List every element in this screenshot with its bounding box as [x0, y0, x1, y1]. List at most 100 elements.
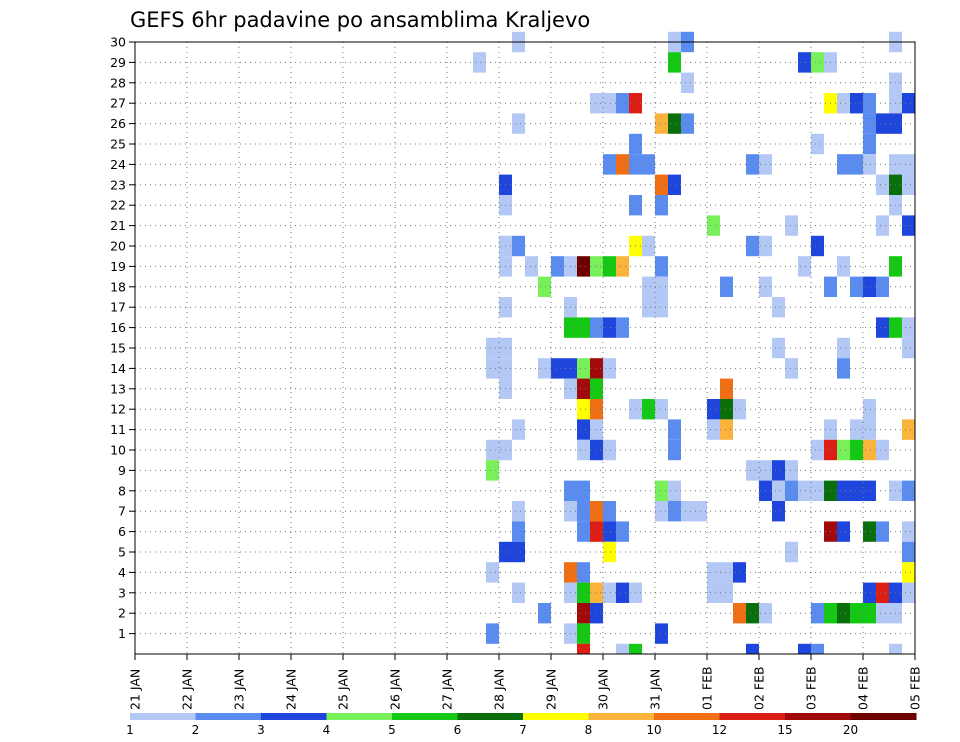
y-tick-label: 29 [110, 55, 126, 70]
x-axis-ticks: 21 JAN 22 JAN 23 JAN 24 JAN 25 JAN 26 JAN 27 J… [128, 654, 923, 710]
heatmap-cell [486, 439, 499, 461]
heatmap-cell [655, 297, 668, 318]
heatmap-cell [863, 154, 876, 175]
heatmap-cell [577, 378, 590, 399]
heatmap-cell [590, 399, 603, 420]
heatmap-cell [577, 439, 590, 461]
heatmap-cell [863, 419, 876, 440]
heatmap-cell [902, 521, 915, 542]
heatmap-cell [811, 235, 824, 257]
colorbar-label: 5 [388, 723, 396, 737]
heatmap-cell [772, 460, 785, 481]
heatmap-cell [603, 317, 616, 338]
heatmap-cell [876, 582, 889, 603]
heatmap-cell [577, 256, 590, 277]
heatmap-cell [707, 399, 720, 420]
heatmap-cell [902, 215, 915, 236]
heatmap-cell [655, 480, 668, 501]
heatmap-cell [642, 276, 655, 297]
heatmap-cell [876, 521, 889, 542]
heatmap-cell [577, 623, 590, 644]
colorbar-label: 1 [126, 723, 134, 737]
heatmap-cell [811, 133, 824, 155]
colorbar-label: 10 [646, 723, 661, 737]
heatmap-cell [863, 113, 876, 134]
heatmap-cell [876, 174, 889, 195]
heatmap-cell [655, 113, 668, 134]
colorbar-label: 4 [323, 723, 331, 737]
heatmap-cell [863, 93, 876, 114]
heatmap-cell [512, 235, 525, 257]
heatmap-cell [486, 337, 499, 359]
heatmap-cell [889, 643, 902, 654]
x-tick-label: 30 JAN [596, 669, 611, 710]
heatmap-cell [902, 154, 915, 175]
heatmap-cell [577, 582, 590, 603]
colorbar-label: 20 [843, 723, 858, 737]
heatmap-cell [902, 562, 915, 583]
heatmap-cell [590, 378, 603, 399]
heatmap-cell [902, 480, 915, 501]
heatmap-cell [668, 501, 681, 522]
y-tick-label: 13 [110, 381, 126, 396]
y-axis-ticks: 1234567891011121314151617181920212223242… [110, 35, 135, 641]
heatmap-cell [577, 501, 590, 522]
y-tick-label: 11 [110, 422, 126, 437]
heatmap-cell [577, 643, 590, 654]
heatmap-cell [655, 174, 668, 195]
heatmap-cell [876, 215, 889, 236]
heatmap-cell [590, 256, 603, 277]
y-tick-label: 15 [110, 341, 126, 356]
heatmap-cell [642, 235, 655, 257]
heatmap-cell [616, 154, 629, 175]
heatmap-cell [863, 399, 876, 420]
heatmap-cell [850, 439, 863, 461]
heatmap-cell [603, 501, 616, 522]
heatmap-cell [772, 501, 785, 522]
heatmap-cell [668, 174, 681, 195]
heatmap-cell [811, 603, 824, 624]
heatmap-cell [590, 521, 603, 542]
y-tick-label: 7 [118, 504, 126, 519]
heatmap-cell [577, 480, 590, 501]
colorbar-swatch [195, 713, 262, 720]
heatmap-cell [577, 521, 590, 542]
heatmap-cell [798, 52, 811, 73]
x-tick-label: 23 JAN [232, 669, 247, 710]
y-tick-label: 19 [110, 259, 126, 274]
heatmap-cell [525, 256, 538, 277]
y-tick-label: 28 [110, 75, 126, 90]
x-tick-label: 01 FEB [700, 666, 715, 710]
x-tick-label: 05 FEB [908, 666, 923, 710]
colorbar-swatch [392, 713, 458, 720]
heatmap-cell [681, 501, 694, 522]
heatmap-cell [902, 541, 915, 563]
heatmap-cell [616, 317, 629, 338]
heatmap-cell [811, 643, 824, 654]
heatmap-cell [720, 276, 733, 297]
heatmap-cell [863, 276, 876, 297]
heatmap-cell [707, 215, 720, 236]
heatmap-cell [655, 195, 668, 216]
heatmap-cell [863, 439, 876, 461]
heatmap-cell [837, 439, 850, 461]
heatmap-cell [668, 419, 681, 440]
heatmap-cell [486, 460, 499, 481]
heatmap-cell [603, 358, 616, 379]
y-tick-label: 5 [118, 545, 126, 560]
heatmap-cell [603, 541, 616, 563]
colorbar-swatch [850, 713, 917, 720]
heatmap-cell [577, 562, 590, 583]
heatmap-cell [850, 603, 863, 624]
heatmap-cell [876, 603, 889, 624]
y-tick-label: 25 [110, 137, 126, 152]
y-tick-label: 9 [118, 463, 126, 478]
heatmap-cell [512, 113, 525, 134]
heatmap-cell [902, 419, 915, 440]
heatmap-cell [629, 643, 642, 654]
heatmap-cell [707, 582, 720, 603]
heatmap-cell [616, 256, 629, 277]
y-tick-label: 14 [110, 361, 126, 376]
heatmap-cell [603, 439, 616, 461]
